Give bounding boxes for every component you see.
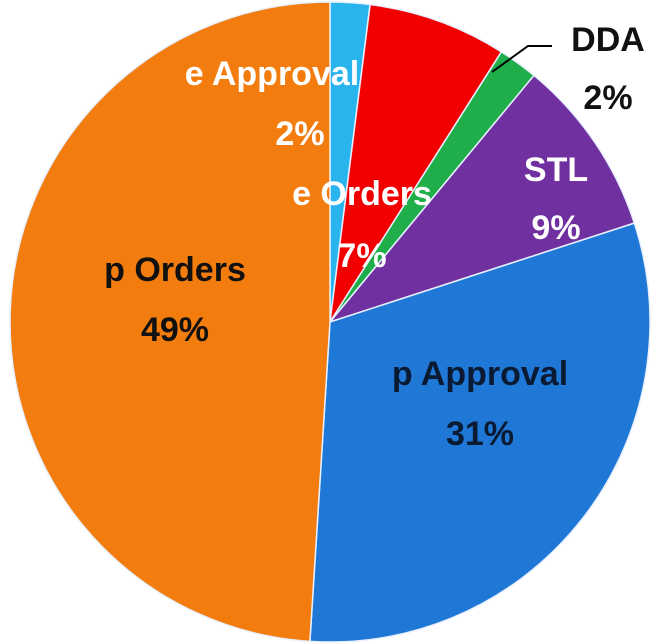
value-label: 9% <box>531 209 580 247</box>
value-label: 2% <box>583 79 632 117</box>
category-label: p Approval <box>392 355 568 393</box>
pie-slice <box>327 74 636 324</box>
category-label: e Orders <box>292 175 432 213</box>
pie-slice <box>329 3 503 323</box>
category-label: DDA <box>571 21 645 59</box>
category-label: p Orders <box>104 251 246 289</box>
value-label: 49% <box>141 311 209 349</box>
leader-line <box>491 45 552 73</box>
pie <box>9 1 651 643</box>
value-label: 2% <box>275 115 324 153</box>
value-label: 7% <box>337 237 386 275</box>
pie-slice <box>9 1 331 643</box>
labels: e Approval 2% e Orders 7% DDA 2% STL 9% p Approv… <box>104 21 645 453</box>
category-label: STL <box>524 151 588 189</box>
pie-slice <box>309 222 651 643</box>
category-label: e Approval <box>185 55 359 93</box>
value-label: 31% <box>446 415 514 453</box>
